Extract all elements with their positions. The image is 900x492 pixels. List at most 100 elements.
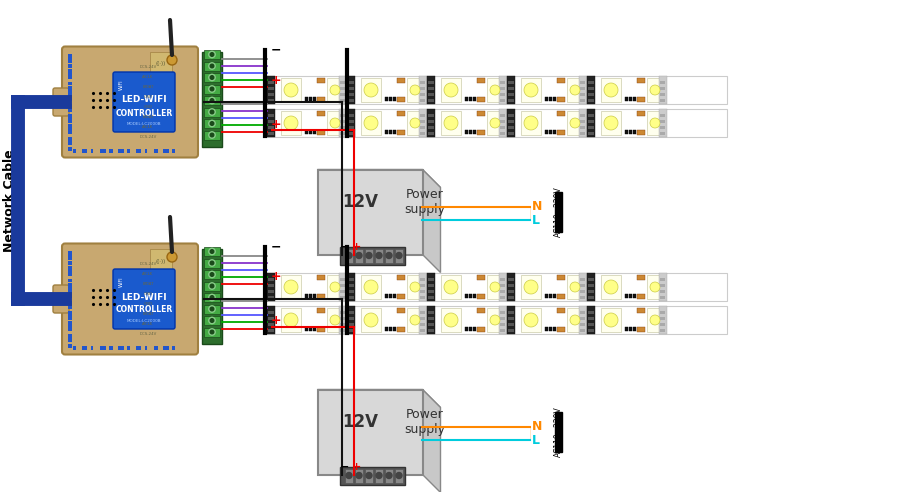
Bar [500, 87, 505, 90]
Bar [508, 81, 514, 84]
Bar [500, 329, 505, 332]
Bar [317, 308, 325, 313]
Bar [361, 275, 381, 299]
Bar [601, 308, 621, 332]
Text: DCS-24V: DCS-24V [140, 135, 157, 139]
Circle shape [284, 313, 298, 327]
Bar [268, 81, 274, 84]
Bar [309, 294, 312, 298]
Bar [68, 64, 72, 68]
Bar [204, 305, 220, 313]
Bar [385, 468, 393, 483]
Circle shape [211, 296, 214, 299]
Bar [204, 281, 220, 290]
Bar [660, 99, 665, 102]
Bar [557, 78, 565, 83]
Bar [317, 294, 325, 299]
Bar [355, 248, 363, 263]
Text: LED-WIFI: LED-WIFI [122, 293, 166, 302]
Circle shape [376, 252, 382, 258]
Circle shape [570, 282, 580, 292]
Bar [500, 278, 505, 281]
Bar [507, 109, 515, 137]
Bar [281, 308, 301, 332]
Bar [385, 130, 388, 134]
Bar [499, 273, 507, 301]
Bar [313, 327, 316, 331]
Bar [340, 120, 345, 123]
Bar [580, 278, 585, 281]
Bar [68, 293, 72, 298]
Text: 12V: 12V [342, 193, 378, 211]
Bar [588, 132, 594, 135]
Bar [428, 317, 434, 320]
Bar [508, 296, 514, 299]
Bar [545, 294, 548, 298]
Bar [428, 114, 434, 117]
Circle shape [211, 273, 214, 277]
Bar [68, 123, 72, 128]
Text: A/CLK: A/CLK [142, 272, 154, 276]
Bar [204, 119, 220, 128]
Bar [580, 126, 585, 129]
Bar [587, 273, 595, 301]
Text: −: − [340, 242, 349, 252]
Bar [348, 278, 354, 281]
Bar [588, 81, 594, 84]
Bar [82, 345, 86, 349]
Bar [499, 306, 507, 334]
Bar [204, 96, 220, 105]
Bar [487, 275, 503, 299]
Bar [145, 149, 147, 153]
Circle shape [211, 122, 214, 125]
Bar [557, 294, 565, 299]
Bar [339, 76, 347, 104]
Bar [660, 87, 665, 90]
Bar [508, 93, 514, 96]
Bar [469, 97, 472, 101]
Bar [68, 266, 72, 271]
Bar [395, 248, 403, 263]
Circle shape [444, 280, 458, 294]
Bar [339, 273, 347, 301]
Bar [365, 468, 373, 483]
Bar [109, 345, 113, 349]
Bar [629, 97, 632, 101]
Bar [428, 126, 434, 129]
Text: B/DAT: B/DAT [142, 282, 154, 286]
Bar [150, 52, 172, 72]
Bar [507, 273, 515, 301]
Bar [588, 317, 594, 320]
Bar [365, 248, 373, 263]
Bar [313, 294, 316, 298]
Bar [348, 114, 354, 117]
Bar [420, 284, 425, 287]
Text: GND: GND [143, 95, 152, 99]
Bar [580, 329, 585, 332]
Polygon shape [422, 390, 440, 492]
Bar [327, 111, 343, 135]
Bar [348, 317, 354, 320]
Bar [428, 296, 434, 299]
Bar [660, 284, 665, 287]
Bar [154, 345, 158, 349]
Bar [659, 109, 667, 137]
Bar [441, 78, 461, 102]
Bar [427, 306, 435, 334]
FancyBboxPatch shape [113, 269, 175, 329]
Bar [397, 97, 405, 102]
Bar [267, 109, 727, 137]
Circle shape [211, 53, 214, 56]
Bar [317, 275, 325, 280]
Bar [393, 294, 396, 298]
Bar [588, 278, 594, 281]
Bar [588, 87, 594, 90]
Bar [163, 149, 168, 153]
Bar [420, 296, 425, 299]
Bar [420, 278, 425, 281]
Text: GND: GND [143, 292, 152, 296]
Bar [393, 130, 396, 134]
Circle shape [211, 330, 214, 334]
Circle shape [410, 315, 420, 325]
Bar [588, 296, 594, 299]
